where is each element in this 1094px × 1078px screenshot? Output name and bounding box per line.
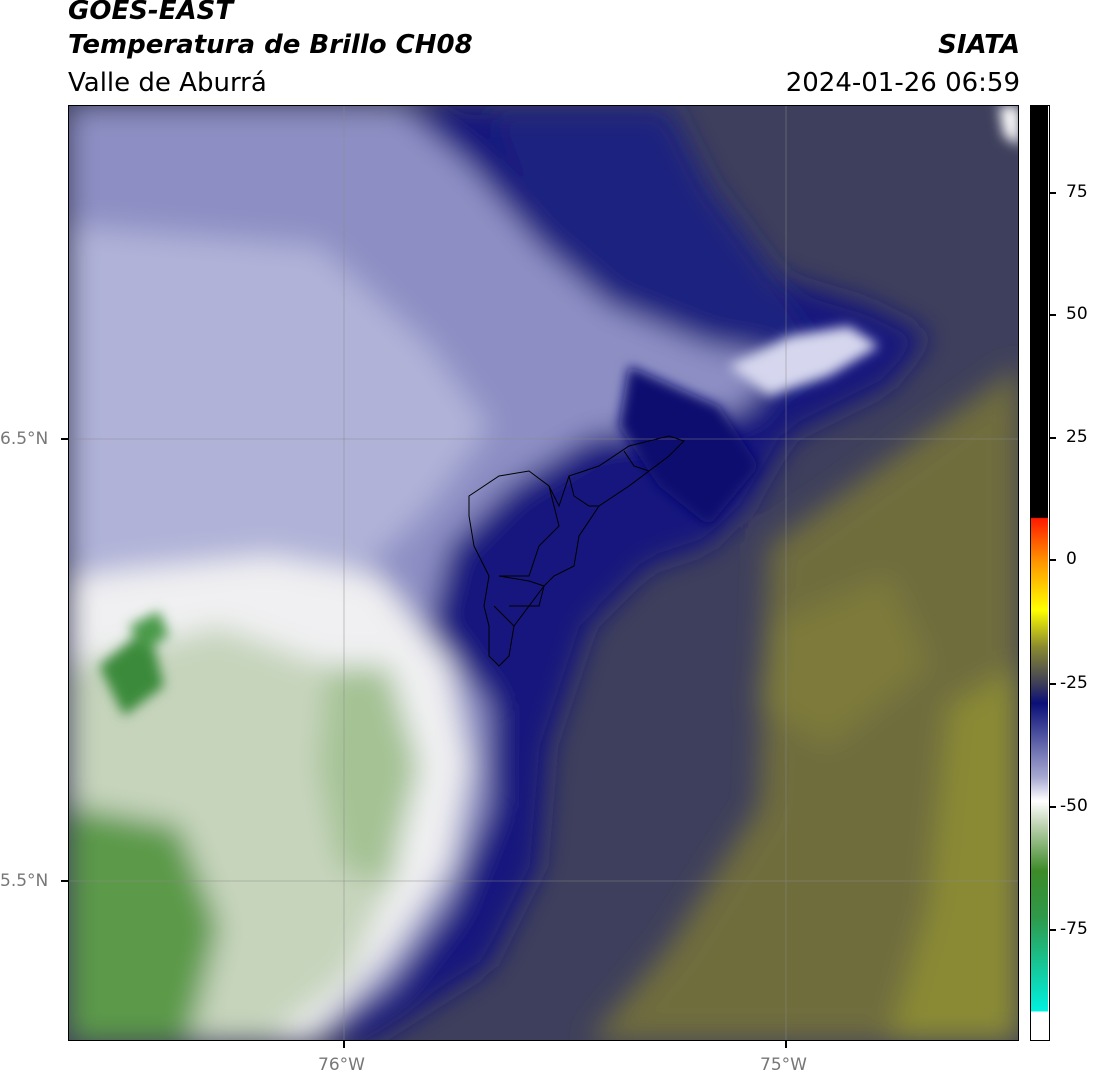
map-field-svg xyxy=(69,106,1018,1040)
field-olive-center xyxy=(759,576,929,746)
colorbar xyxy=(1030,105,1050,1041)
cb-label-neg75: -75 xyxy=(1060,919,1088,939)
lon-label-76: 76°W xyxy=(318,1055,365,1075)
cb-tick-50 xyxy=(1050,314,1056,316)
lat-label-5-5: 5.5°N xyxy=(0,871,49,891)
boundary-inner-3 xyxy=(498,575,545,607)
product-title: Temperatura de Brillo CH08 xyxy=(68,30,473,60)
cb-label-25: 25 xyxy=(1066,427,1088,447)
boundary-outline xyxy=(468,435,685,667)
boundary-inner-5 xyxy=(623,450,650,472)
cb-label-0: 0 xyxy=(1066,549,1077,569)
boundary-inner-1 xyxy=(499,485,560,577)
lon-label-75: 75°W xyxy=(760,1055,807,1075)
lat-label-6-5: 6.5°N xyxy=(0,429,49,449)
cb-label-75: 75 xyxy=(1066,182,1088,202)
cb-tick-0 xyxy=(1050,559,1056,561)
region-title: Valle de Aburrá xyxy=(68,68,267,98)
cb-tick-neg25 xyxy=(1050,683,1056,685)
cb-label-neg50: -50 xyxy=(1060,796,1088,816)
cb-tick-neg50 xyxy=(1050,806,1056,808)
lon-tick-76 xyxy=(343,1041,345,1048)
brightness-temperature-map xyxy=(68,105,1019,1041)
colorbar-svg xyxy=(1031,106,1048,1039)
lon-tick-75 xyxy=(785,1041,787,1048)
lat-tick-5-5 xyxy=(61,880,68,882)
cb-label-50: 50 xyxy=(1066,304,1088,324)
cb-label-neg25: -25 xyxy=(1060,673,1088,693)
cb-tick-75 xyxy=(1050,192,1056,194)
field-olive-bright xyxy=(889,667,1018,1040)
field-white-streak xyxy=(729,326,879,396)
field-lavender-light xyxy=(69,226,489,586)
colorbar-gradient xyxy=(1031,106,1048,1039)
field-navy-upper xyxy=(489,106,829,406)
cb-tick-25 xyxy=(1050,437,1056,439)
cb-tick-neg75 xyxy=(1050,929,1056,931)
field-navy-streak xyxy=(619,366,759,526)
datetime-title: 2024-01-26 06:59 xyxy=(785,68,1020,98)
boundary-inner-2 xyxy=(568,475,599,507)
satellite-title: GOES-EAST xyxy=(68,0,234,26)
municipal-boundaries xyxy=(468,435,685,667)
agency-title: SIATA xyxy=(938,30,1020,60)
lat-tick-6-5 xyxy=(61,438,68,440)
field-green-spot-small xyxy=(129,611,169,651)
field-white-corner xyxy=(999,106,1018,145)
boundary-inner-4 xyxy=(493,605,515,627)
field-green-sw xyxy=(69,806,219,1040)
